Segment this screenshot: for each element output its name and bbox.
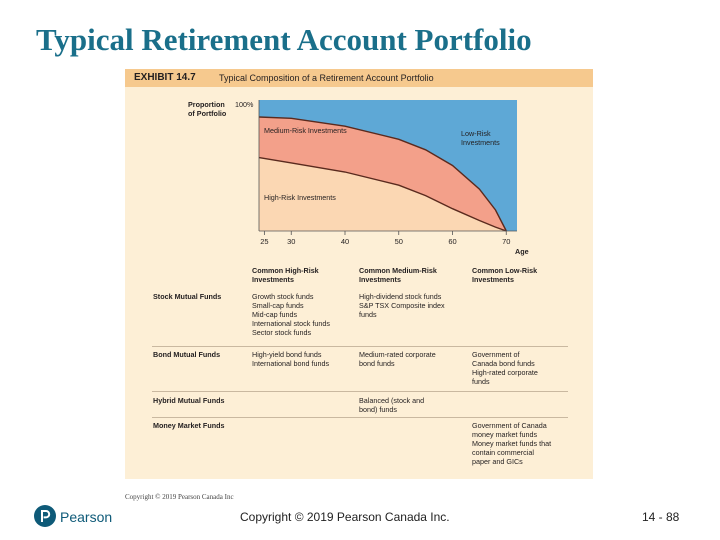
table-cell-line: International stock funds (252, 319, 330, 328)
x-tick-label: 40 (341, 237, 349, 246)
exhibit-title: Typical Composition of a Retirement Acco… (219, 73, 434, 83)
row-label-bond-funds: Bond Mutual Funds (153, 350, 221, 359)
column-header-high-line-1: Common High-Risk (252, 266, 319, 275)
table-cell-line: High-yield bond funds (252, 350, 322, 359)
table-cell-line: funds (472, 377, 490, 386)
series-label-medium: Medium-Risk Investments (264, 126, 347, 135)
column-header-medium-line-1: Common Medium-Risk (359, 266, 437, 275)
table-cell-line: contain commercial (472, 448, 534, 457)
table-cell-line: Growth stock funds (252, 292, 314, 301)
page-number: 14 - 88 (642, 510, 680, 524)
table-cell-line: International bond funds (252, 359, 330, 368)
table-cell-line: money market funds (472, 430, 538, 439)
y-axis-top-label: 100% (235, 100, 254, 109)
table-divider (152, 346, 568, 347)
series-label-high: High-Risk Investments (264, 193, 336, 202)
footer-copyright: Copyright © 2019 Pearson Canada Inc. (240, 510, 450, 524)
footer-brand: Pearson (60, 509, 113, 525)
row-label-money-market-funds: Money Market Funds (153, 421, 225, 430)
table-cell-line: Balanced (stock and (359, 396, 425, 405)
series-label-low-line-1: Low-Risk (461, 129, 491, 138)
boundary-line-medium-risk (258, 116, 507, 232)
table-cell-line: Sector stock funds (252, 328, 312, 337)
exhibit-header: EXHIBIT 14.7 Typical Composition of a Re… (125, 69, 593, 87)
exhibit-number: EXHIBIT 14.7 (134, 72, 196, 83)
table-cell-line: paper and GICs (472, 457, 523, 466)
exhibit-figure: EXHIBIT 14.7 Typical Composition of a Re… (125, 69, 593, 479)
portfolio-area-chart: 25 30 40 50 60 70 (258, 100, 517, 246)
column-header-medium-line-2: Investments (359, 275, 401, 284)
y-axis-label-line-2: of Portfolio (188, 109, 227, 118)
series-label-low-line-2: Investments (461, 138, 500, 147)
table-cell-line: Mid-cap funds (252, 310, 298, 319)
x-tick-label: 30 (287, 237, 295, 246)
table-cell-line: High-rated corporate (472, 368, 538, 377)
column-header-low-line-2: Investments (472, 275, 514, 284)
table-cell-line: bond funds (359, 359, 395, 368)
x-tick-label: 70 (502, 237, 510, 246)
table-cell-line: Money market funds that (472, 439, 552, 448)
column-header-low-line-1: Common Low-Risk (472, 266, 538, 275)
table-cell-line: Small-cap funds (252, 301, 304, 310)
boundary-line-high-risk (258, 156, 507, 232)
table-cell-line: Canada bond funds (472, 359, 535, 368)
slide-title: Typical Retirement Account Portfolio (36, 22, 532, 57)
exhibit-copyright: Copyright © 2019 Pearson Canada Inc (125, 493, 234, 501)
x-axis-label: Age (515, 247, 529, 256)
table-cell-line: Government of (472, 350, 520, 359)
row-label-stock-funds: Stock Mutual Funds (153, 292, 222, 301)
table-cell-line: bond) funds (359, 405, 397, 414)
table-cell-line: Government of Canada (472, 421, 547, 430)
column-header-high-line-2: Investments (252, 275, 294, 284)
pearson-logo-icon (34, 505, 56, 527)
x-tick-label: 25 (260, 237, 268, 246)
table-divider (152, 417, 568, 418)
row-label-hybrid-funds: Hybrid Mutual Funds (153, 396, 225, 405)
table-cell-line: Medium-rated corporate (359, 350, 436, 359)
table-divider (152, 391, 568, 392)
area-high-risk (259, 157, 507, 231)
table-cell-line: S&P TSX Composite index (359, 301, 445, 310)
x-tick-label: 60 (448, 237, 456, 246)
table-cell-line: High-dividend stock funds (359, 292, 442, 301)
table-cell-line: funds (359, 310, 377, 319)
x-tick-label: 50 (395, 237, 403, 246)
y-axis-label-line-1: Proportion (188, 100, 225, 109)
